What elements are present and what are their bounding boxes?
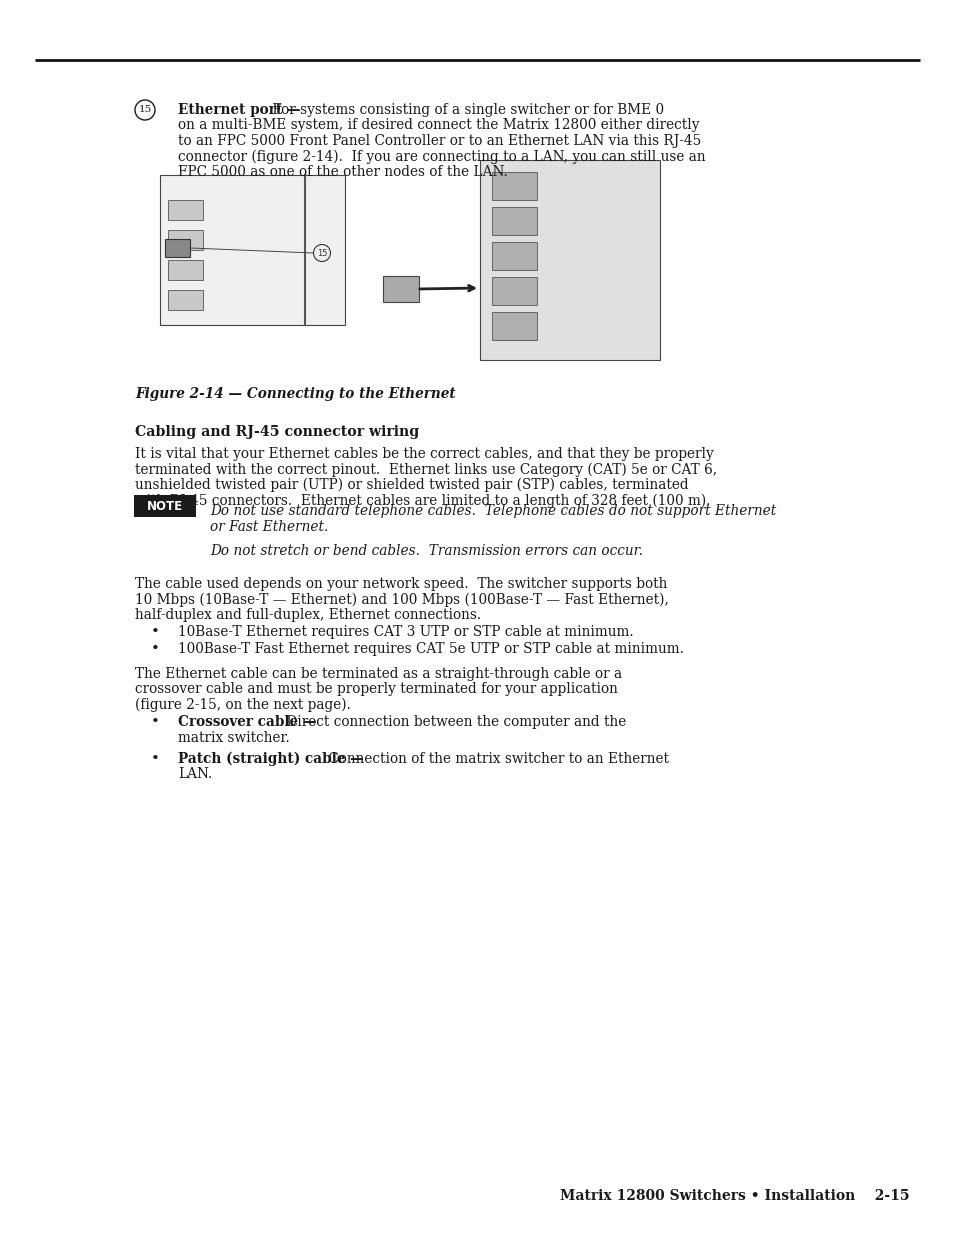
FancyBboxPatch shape: [492, 312, 537, 340]
Text: The Ethernet cable can be terminated as a straight-through cable or a: The Ethernet cable can be terminated as …: [135, 667, 621, 680]
Text: Direct connection between the computer and the: Direct connection between the computer a…: [281, 715, 625, 729]
Text: Ethernet port —: Ethernet port —: [178, 103, 300, 117]
FancyBboxPatch shape: [168, 290, 203, 310]
Text: •: •: [151, 715, 159, 729]
Text: Do not use standard telephone cables.  Telephone cables do not support Ethernet: Do not use standard telephone cables. Te…: [210, 504, 776, 517]
Text: •: •: [151, 625, 159, 638]
Text: connector (figure 2-14).  If you are connecting to a LAN, you can still use an: connector (figure 2-14). If you are conn…: [178, 149, 705, 164]
FancyBboxPatch shape: [168, 230, 203, 249]
Text: 10Base-T Ethernet requires CAT 3 UTP or STP cable at minimum.: 10Base-T Ethernet requires CAT 3 UTP or …: [178, 625, 633, 638]
Text: •: •: [151, 642, 159, 656]
Text: or Fast Ethernet.: or Fast Ethernet.: [210, 520, 328, 534]
FancyBboxPatch shape: [133, 495, 195, 517]
Text: 100Base-T Fast Ethernet requires CAT 5e UTP or STP cable at minimum.: 100Base-T Fast Ethernet requires CAT 5e …: [178, 642, 683, 656]
Text: NOTE: NOTE: [147, 499, 183, 513]
Text: Connection of the matrix switcher to an Ethernet: Connection of the matrix switcher to an …: [324, 752, 669, 766]
Text: with RJ-45 connectors.  Ethernet cables are limited to a length of 328 feet (100: with RJ-45 connectors. Ethernet cables a…: [135, 494, 710, 508]
Text: For systems consisting of a single switcher or for BME 0: For systems consisting of a single switc…: [268, 103, 663, 117]
FancyBboxPatch shape: [492, 207, 537, 235]
Text: LAN.: LAN.: [178, 767, 212, 782]
Text: Cabling and RJ-45 connector wiring: Cabling and RJ-45 connector wiring: [135, 425, 418, 438]
FancyBboxPatch shape: [165, 240, 190, 257]
Text: Crossover cable —: Crossover cable —: [178, 715, 316, 729]
Text: The cable used depends on your network speed.  The switcher supports both: The cable used depends on your network s…: [135, 577, 667, 592]
FancyBboxPatch shape: [382, 275, 418, 303]
Text: half-duplex and full-duplex, Ethernet connections.: half-duplex and full-duplex, Ethernet co…: [135, 608, 480, 622]
FancyBboxPatch shape: [168, 261, 203, 280]
Text: (figure 2-15, on the next page).: (figure 2-15, on the next page).: [135, 698, 351, 713]
Text: 15: 15: [316, 248, 327, 258]
Text: It is vital that your Ethernet cables be the correct cables, and that they be pr: It is vital that your Ethernet cables be…: [135, 447, 713, 461]
Text: unshielded twisted pair (UTP) or shielded twisted pair (STP) cables, terminated: unshielded twisted pair (UTP) or shielde…: [135, 478, 688, 493]
FancyBboxPatch shape: [492, 242, 537, 270]
Text: FPC 5000 as one of the other nodes of the LAN.: FPC 5000 as one of the other nodes of th…: [178, 165, 507, 179]
Text: Patch (straight) cable —: Patch (straight) cable —: [178, 752, 363, 767]
FancyBboxPatch shape: [479, 161, 659, 359]
Text: •: •: [151, 752, 159, 766]
Text: matrix switcher.: matrix switcher.: [178, 730, 290, 745]
FancyBboxPatch shape: [160, 175, 345, 325]
FancyBboxPatch shape: [492, 277, 537, 305]
FancyBboxPatch shape: [168, 200, 203, 220]
FancyBboxPatch shape: [492, 172, 537, 200]
Text: Do not stretch or bend cables.  Transmission errors can occur.: Do not stretch or bend cables. Transmiss…: [210, 545, 642, 558]
Text: Figure 2-14 — Connecting to the Ethernet: Figure 2-14 — Connecting to the Ethernet: [135, 387, 456, 401]
Text: Matrix 12800 Switchers • Installation    2-15: Matrix 12800 Switchers • Installation 2-…: [559, 1189, 908, 1203]
Text: 10 Mbps (10Base-T — Ethernet) and 100 Mbps (100Base-T — Fast Ethernet),: 10 Mbps (10Base-T — Ethernet) and 100 Mb…: [135, 593, 668, 606]
Text: crossover cable and must be properly terminated for your application: crossover cable and must be properly ter…: [135, 683, 618, 697]
Text: 15: 15: [138, 105, 152, 115]
Text: terminated with the correct pinout.  Ethernet links use Category (CAT) 5e or CAT: terminated with the correct pinout. Ethe…: [135, 462, 717, 477]
Text: to an FPC 5000 Front Panel Controller or to an Ethernet LAN via this RJ-45: to an FPC 5000 Front Panel Controller or…: [178, 135, 700, 148]
Text: on a multi-BME system, if desired connect the Matrix 12800 either directly: on a multi-BME system, if desired connec…: [178, 119, 699, 132]
